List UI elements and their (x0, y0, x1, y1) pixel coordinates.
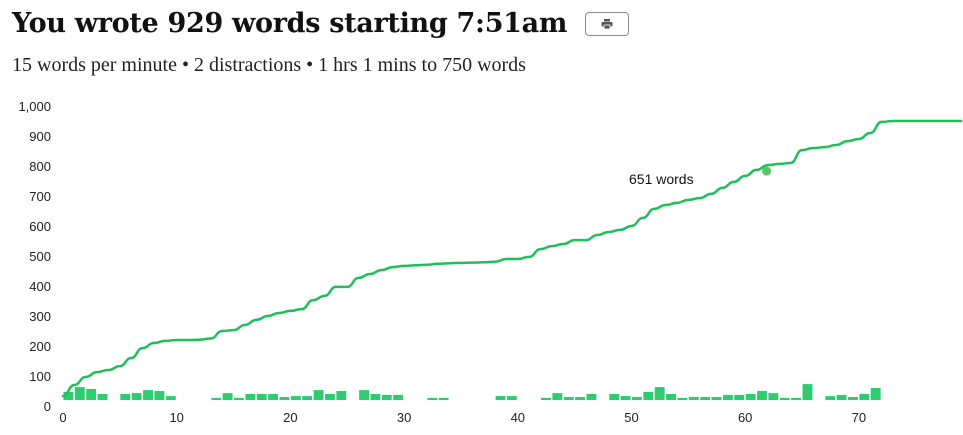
minute-bar (313, 390, 324, 400)
minute-bar (666, 394, 676, 400)
minute-bar (256, 394, 267, 400)
minute-bar (586, 394, 597, 400)
cumulative-words-line (61, 119, 963, 398)
minute-bar (234, 397, 244, 400)
minute-bar (734, 394, 745, 400)
minute-bar (143, 390, 153, 400)
minute-bar (757, 391, 767, 400)
x-axis: 0 10 20 30 40 50 60 70 (59, 410, 866, 425)
x-tick-label: 0 (59, 410, 66, 425)
y-tick-label: 800 (29, 159, 51, 174)
minute-bar (552, 393, 563, 400)
minute-bar (131, 393, 142, 400)
minute-bar (711, 397, 722, 400)
minute-bar (848, 397, 858, 400)
y-tick-label: 300 (29, 309, 51, 324)
x-tick-label: 50 (624, 410, 638, 425)
minute-bar (563, 397, 574, 400)
minute-bar (643, 391, 654, 400)
minute-bar (632, 397, 642, 400)
x-tick-label: 20 (283, 410, 297, 425)
minute-bar (722, 394, 733, 400)
x-tick-label: 30 (397, 410, 411, 425)
minute-bar (495, 396, 506, 400)
minute-bar (870, 388, 881, 400)
printer-icon (601, 18, 613, 29)
page-title: You wrote 929 words starting 7:51am (12, 8, 568, 39)
minute-bar (268, 394, 279, 400)
minute-bar (154, 391, 165, 400)
x-tick-label: 70 (852, 410, 866, 425)
hover-marker (762, 166, 772, 176)
minute-bar (290, 396, 301, 400)
header: You wrote 929 words starting 7:51am (12, 8, 630, 39)
minute-bar (677, 397, 688, 400)
minute-bar (575, 397, 586, 400)
y-tick-label: 200 (29, 339, 51, 354)
minute-bar (768, 393, 779, 400)
x-tick-label: 40 (511, 410, 525, 425)
minute-bar (779, 397, 790, 400)
y-tick-label: 0 (44, 399, 51, 414)
print-button[interactable] (585, 11, 630, 36)
minute-bar (825, 396, 836, 400)
minute-bar (620, 396, 631, 400)
minute-bar (97, 394, 108, 400)
minute-bar (211, 397, 222, 400)
minute-bar (609, 394, 620, 400)
y-tick-label: 700 (29, 189, 51, 204)
minute-bar (279, 397, 290, 400)
minute-bar (86, 388, 97, 400)
y-tick-label: 100 (29, 369, 51, 384)
minute-bar (427, 397, 438, 400)
y-tick-label: 900 (29, 129, 51, 144)
minute-bar (541, 397, 551, 400)
y-tick-label: 600 (29, 219, 51, 234)
minute-bar (74, 387, 85, 400)
minute-bar (245, 394, 256, 400)
minute-bar (859, 394, 870, 400)
y-tick-label: 400 (29, 279, 51, 294)
minute-bar (336, 391, 347, 400)
minute-bar (791, 397, 802, 400)
x-tick-label: 10 (169, 410, 183, 425)
minute-bar (688, 397, 699, 400)
minute-bar (745, 394, 756, 400)
minute-bar (393, 394, 404, 400)
minute-bar (802, 384, 813, 400)
minute-bar (381, 394, 392, 400)
minute-bar (359, 390, 369, 400)
y-tick-label: 1,000 (18, 99, 51, 114)
y-tick-label: 500 (29, 249, 51, 264)
words-per-minute-bars (63, 384, 881, 400)
minute-bar (63, 391, 74, 400)
minute-bar (836, 394, 847, 400)
words-chart: 0 100 200 300 400 500 600 700 800 900 1,000 0 10 20 3… (18, 99, 963, 425)
minute-bar (370, 394, 381, 400)
minute-bar (506, 396, 517, 400)
minute-bar (120, 394, 131, 400)
minute-bar (654, 387, 665, 400)
minute-bar (222, 393, 233, 400)
session-summary: 15 words per minute • 2 distractions • 1… (12, 54, 526, 76)
hover-annotation: 651 words (629, 171, 694, 187)
x-tick-label: 60 (738, 410, 752, 425)
minute-bar (700, 397, 711, 400)
minute-bar (438, 397, 449, 400)
minute-bar (325, 394, 335, 400)
minute-bar (302, 396, 313, 400)
y-axis: 0 100 200 300 400 500 600 700 800 900 1,000 (18, 99, 51, 414)
minute-bar (165, 396, 176, 400)
